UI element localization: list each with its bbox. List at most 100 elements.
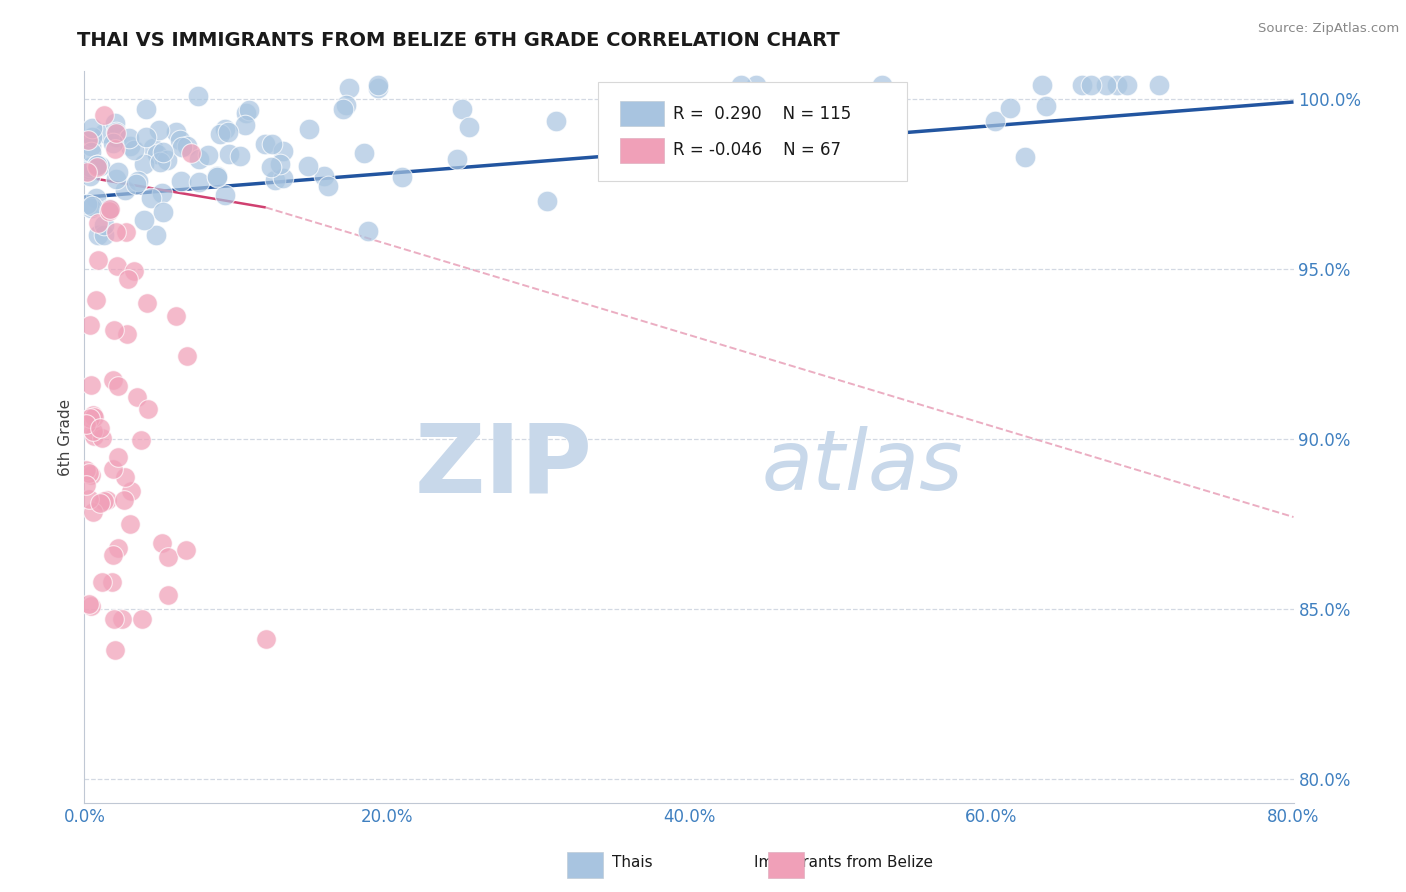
Point	[205, 169, 228, 184]
Point	[79, 202, 101, 216]
Point	[96, 493, 118, 508]
Point	[101, 462, 124, 476]
Point	[235, 106, 257, 120]
Point	[82, 129, 104, 144]
Point	[156, 549, 179, 564]
Point	[1071, 78, 1094, 92]
Point	[298, 122, 321, 136]
Point	[104, 642, 127, 657]
Point	[115, 225, 138, 239]
Point	[142, 141, 165, 155]
Point	[120, 483, 142, 498]
Point	[82, 121, 104, 136]
Point	[117, 272, 139, 286]
Point	[262, 136, 284, 151]
Point	[983, 114, 1005, 128]
Point	[77, 161, 100, 176]
Point	[229, 149, 252, 163]
Point	[316, 178, 339, 193]
Point	[446, 152, 468, 166]
Point	[82, 505, 104, 519]
Point	[271, 170, 294, 185]
Point	[353, 145, 375, 160]
Point	[82, 408, 104, 422]
Point	[174, 543, 197, 558]
Point	[80, 139, 103, 153]
Point	[77, 597, 100, 611]
Point	[458, 120, 481, 134]
Point	[100, 574, 122, 589]
Point	[104, 171, 127, 186]
Point	[152, 145, 174, 159]
Point	[91, 574, 114, 589]
Point	[97, 202, 120, 216]
Point	[679, 100, 702, 114]
Point	[214, 188, 236, 202]
Point	[536, 194, 558, 208]
Point	[863, 94, 886, 108]
Point	[180, 145, 202, 160]
Point	[136, 401, 159, 416]
Point	[80, 378, 103, 392]
Point	[134, 156, 156, 170]
Point	[188, 152, 211, 166]
Point	[152, 204, 174, 219]
Point	[188, 175, 211, 189]
Text: THAI VS IMMIGRANTS FROM BELIZE 6TH GRADE CORRELATION CHART: THAI VS IMMIGRANTS FROM BELIZE 6TH GRADE…	[77, 31, 839, 50]
Point	[145, 227, 167, 242]
Point	[335, 97, 357, 112]
Point	[156, 153, 179, 167]
Point	[1031, 78, 1053, 92]
Point	[737, 122, 759, 136]
Point	[1035, 99, 1057, 113]
Point	[633, 152, 655, 166]
Point	[367, 81, 389, 95]
Point	[135, 103, 157, 117]
Point	[111, 612, 134, 626]
Point	[136, 295, 159, 310]
Point	[79, 169, 101, 183]
Point	[1147, 78, 1170, 92]
Point	[114, 183, 136, 197]
Point	[544, 114, 567, 128]
Point	[103, 116, 125, 130]
Point	[86, 158, 108, 172]
Point	[91, 431, 114, 445]
Point	[367, 78, 389, 92]
Point	[75, 417, 97, 431]
Point	[169, 133, 191, 147]
Point	[122, 143, 145, 157]
Point	[260, 160, 283, 174]
Point	[107, 450, 129, 465]
Point	[233, 119, 256, 133]
Point	[256, 632, 278, 647]
Point	[131, 612, 153, 626]
Text: Immigrants from Belize: Immigrants from Belize	[754, 855, 934, 870]
Point	[139, 191, 162, 205]
Point	[86, 252, 108, 267]
Point	[103, 136, 125, 151]
Point	[745, 78, 768, 92]
Point	[734, 124, 756, 138]
Point	[76, 197, 98, 211]
Point	[391, 170, 413, 185]
Text: Source: ZipAtlas.com: Source: ZipAtlas.com	[1258, 22, 1399, 36]
Point	[165, 125, 187, 139]
Text: atlas: atlas	[762, 425, 963, 507]
Point	[254, 136, 277, 151]
Point	[98, 204, 121, 219]
Point	[103, 548, 125, 562]
Point	[75, 477, 97, 491]
Point	[170, 173, 193, 187]
Point	[711, 163, 734, 178]
Point	[127, 174, 149, 188]
Point	[187, 88, 209, 103]
Point	[89, 496, 111, 510]
Point	[79, 160, 101, 174]
Point	[107, 379, 129, 393]
Text: ZIP: ZIP	[415, 420, 592, 513]
Point	[103, 323, 125, 337]
Point	[205, 169, 228, 184]
Point	[83, 409, 105, 424]
Point	[170, 140, 193, 154]
